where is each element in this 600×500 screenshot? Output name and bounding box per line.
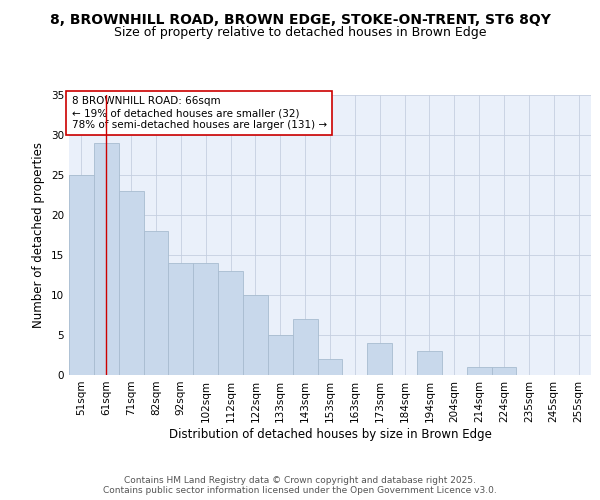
Bar <box>491 367 517 375</box>
Bar <box>169 263 193 375</box>
Bar <box>193 263 218 375</box>
Bar <box>268 335 293 375</box>
Bar <box>143 231 169 375</box>
Bar <box>467 367 491 375</box>
Bar <box>317 359 343 375</box>
Text: Size of property relative to detached houses in Brown Edge: Size of property relative to detached ho… <box>114 26 486 39</box>
Bar <box>69 175 94 375</box>
Bar <box>119 191 143 375</box>
Text: 8 BROWNHILL ROAD: 66sqm
← 19% of detached houses are smaller (32)
78% of semi-de: 8 BROWNHILL ROAD: 66sqm ← 19% of detache… <box>71 96 327 130</box>
Y-axis label: Number of detached properties: Number of detached properties <box>32 142 46 328</box>
Text: Contains HM Land Registry data © Crown copyright and database right 2025.
Contai: Contains HM Land Registry data © Crown c… <box>103 476 497 495</box>
Bar <box>94 143 119 375</box>
X-axis label: Distribution of detached houses by size in Brown Edge: Distribution of detached houses by size … <box>169 428 491 440</box>
Bar <box>218 271 243 375</box>
Bar <box>417 351 442 375</box>
Bar <box>293 319 317 375</box>
Bar <box>367 343 392 375</box>
Bar <box>243 295 268 375</box>
Text: 8, BROWNHILL ROAD, BROWN EDGE, STOKE-ON-TRENT, ST6 8QY: 8, BROWNHILL ROAD, BROWN EDGE, STOKE-ON-… <box>50 12 550 26</box>
